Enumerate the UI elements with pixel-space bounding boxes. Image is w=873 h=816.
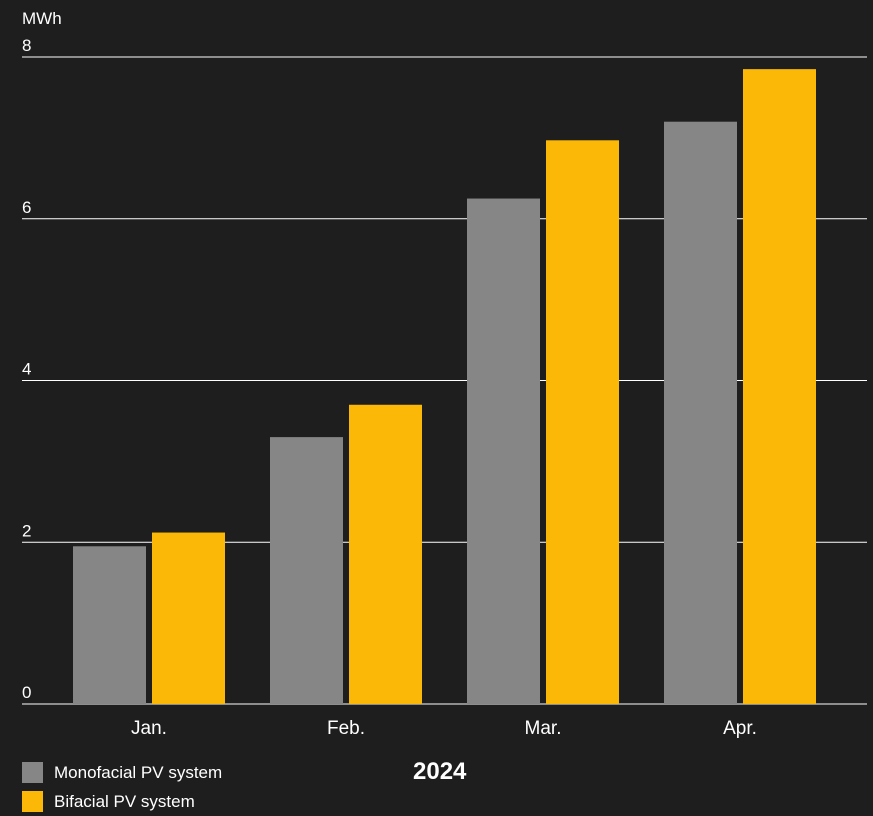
y-tick-label-8: 8 xyxy=(22,36,31,55)
x-category-label-jan: Jan. xyxy=(131,718,167,739)
bars xyxy=(73,69,816,705)
y-tick-label-6: 6 xyxy=(22,198,31,217)
y-axis-unit-label: MWh xyxy=(22,9,62,28)
legend-item-bifacial: Bifacial PV system xyxy=(22,787,222,816)
y-tick-label-0: 0 xyxy=(22,683,31,702)
legend: Monofacial PV system Bifacial PV system xyxy=(22,758,222,816)
bar-chart: MWh 0 2 4 6 8 Jan. Feb. Mar. Apr. xyxy=(22,9,867,739)
bar-monofacial-feb xyxy=(270,437,343,704)
bar-monofacial-apr xyxy=(664,121,737,704)
bar-monofacial-mar xyxy=(467,198,540,704)
bar-bifacial-mar xyxy=(546,140,619,704)
legend-swatch-bifacial xyxy=(22,791,43,812)
y-tick-label-2: 2 xyxy=(22,521,31,540)
gridlines: 0 2 4 6 8 xyxy=(22,36,867,705)
legend-swatch-monofacial xyxy=(22,762,43,783)
x-category-label-apr: Apr. xyxy=(723,718,757,739)
y-tick-label-4: 4 xyxy=(22,360,31,379)
bar-bifacial-apr xyxy=(743,69,816,705)
category-labels: Jan. Feb. Mar. Apr. xyxy=(131,718,757,739)
bar-bifacial-feb xyxy=(349,404,422,704)
legend-label-monofacial: Monofacial PV system xyxy=(54,762,223,782)
bar-monofacial-jan xyxy=(73,546,146,704)
bar-bifacial-jan xyxy=(152,532,225,704)
legend-label-bifacial: Bifacial PV system xyxy=(54,791,195,811)
legend-item-monofacial: Monofacial PV system xyxy=(22,758,222,787)
x-category-label-mar: Mar. xyxy=(525,718,562,739)
year-label: 2024 xyxy=(413,758,467,785)
x-category-label-feb: Feb. xyxy=(327,718,365,739)
